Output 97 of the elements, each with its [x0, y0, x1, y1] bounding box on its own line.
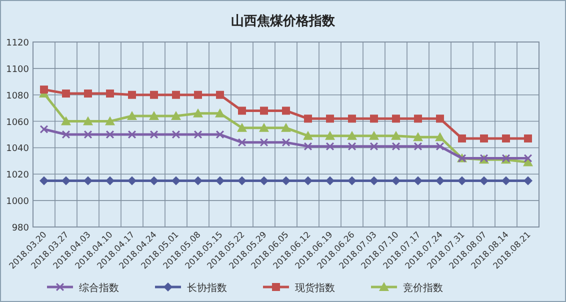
point: [62, 90, 70, 98]
point: [194, 90, 202, 99]
y-tick-label: 1000: [6, 197, 30, 208]
y-tick-label: 1060: [6, 118, 30, 128]
point: [62, 176, 70, 186]
point: [348, 114, 356, 123]
point: [524, 154, 532, 162]
point: [370, 142, 378, 150]
point: [502, 134, 510, 142]
point: [215, 108, 225, 118]
point: [436, 114, 444, 123]
legend-label: 现货指数: [295, 282, 335, 294]
point: [436, 176, 444, 186]
point: [326, 114, 334, 123]
point: [238, 176, 246, 186]
legend-label: 长协指数: [187, 282, 227, 294]
point: [502, 176, 510, 186]
point: [304, 176, 312, 186]
point: [303, 130, 313, 140]
point: [150, 130, 158, 138]
y-tick-label: 1100: [6, 64, 30, 75]
point: [392, 114, 400, 123]
point: [40, 86, 48, 94]
y-tick-label: 1080: [6, 91, 30, 102]
point: [414, 114, 422, 123]
point: [194, 130, 202, 138]
point: [480, 134, 488, 142]
chart-title: 山西焦煤价格指数: [231, 14, 336, 29]
y-tick-label: 1020: [6, 170, 30, 181]
point: [106, 130, 114, 138]
point: [347, 130, 357, 140]
y-tick-label: 1040: [6, 144, 30, 154]
point: [370, 114, 378, 123]
point: [414, 142, 422, 150]
point: [304, 142, 312, 150]
point: [392, 142, 400, 150]
point: [128, 130, 136, 138]
y-tick-label: 980: [12, 224, 30, 234]
point: [435, 132, 445, 142]
point: [370, 176, 378, 186]
point: [238, 106, 246, 115]
legend-label: 综合指数: [79, 282, 119, 294]
point: [237, 122, 247, 132]
point: [62, 130, 70, 138]
point: [282, 138, 290, 146]
point: [172, 176, 180, 186]
point: [83, 116, 93, 126]
y-tick-label: 1120: [6, 38, 30, 48]
point: [84, 176, 92, 186]
point: [216, 176, 224, 186]
point: [458, 134, 466, 142]
point: [171, 111, 181, 120]
point: [84, 130, 92, 138]
point: [40, 125, 48, 134]
point: [194, 176, 202, 186]
point: [193, 108, 203, 118]
point: [172, 90, 180, 99]
point: [414, 176, 422, 186]
point: [128, 90, 136, 99]
point: [458, 176, 466, 186]
point: [326, 142, 334, 150]
point: [260, 106, 268, 115]
point: [238, 138, 246, 146]
point: [105, 116, 115, 126]
point: [326, 176, 334, 186]
point: [61, 116, 71, 126]
point: [369, 130, 379, 140]
point: [524, 134, 532, 142]
point: [127, 111, 137, 120]
point: [106, 90, 114, 98]
point: [40, 176, 48, 186]
point: [325, 130, 335, 140]
point: [260, 176, 268, 186]
point: [84, 90, 92, 98]
point: [281, 122, 291, 132]
point: [524, 176, 532, 186]
point: [150, 90, 158, 99]
point: [348, 142, 356, 150]
point: [304, 114, 312, 123]
point: [259, 122, 269, 132]
point: [260, 138, 268, 146]
point: [413, 132, 423, 142]
point: [216, 90, 224, 99]
legend-label: 竞价指数: [403, 282, 443, 294]
point: [216, 130, 224, 138]
point: [348, 176, 356, 186]
point: [480, 176, 488, 186]
point: [106, 176, 114, 186]
point: [392, 176, 400, 186]
point: [282, 176, 290, 186]
point: [391, 130, 401, 140]
point: [172, 130, 180, 138]
point: [436, 142, 444, 150]
point: [282, 106, 290, 115]
point: [149, 111, 159, 120]
point: [128, 176, 136, 186]
point: [150, 176, 158, 186]
